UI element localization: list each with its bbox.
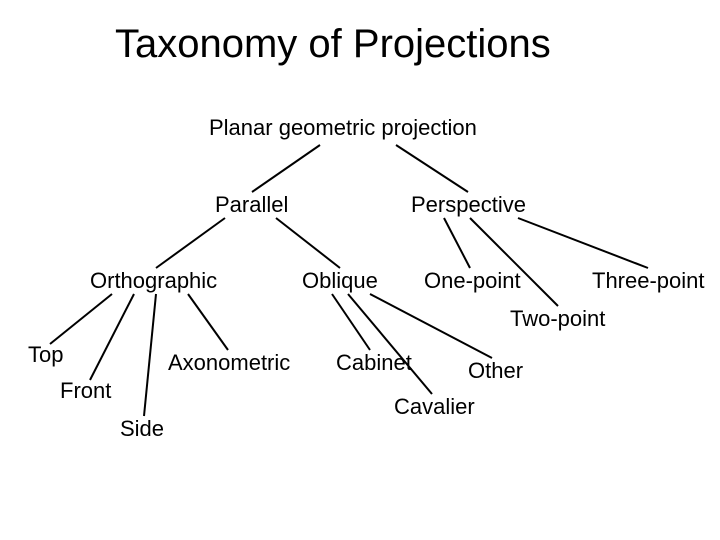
tree-edge — [370, 294, 492, 358]
tree-node-axonometric: Axonometric — [168, 350, 290, 376]
tree-edge — [90, 294, 134, 380]
tree-edge — [188, 294, 228, 350]
tree-edge — [348, 294, 432, 394]
tree-edge — [444, 218, 470, 268]
tree-edge — [276, 218, 340, 268]
tree-node-top: Top — [28, 342, 63, 368]
tree-node-planar: Planar geometric projection — [209, 115, 477, 141]
tree-node-threepoint: Three-point — [592, 268, 705, 294]
tree-node-side: Side — [120, 416, 164, 442]
page-title: Taxonomy of Projections — [115, 22, 551, 67]
tree-node-oblique: Oblique — [302, 268, 378, 294]
tree-node-front: Front — [60, 378, 111, 404]
tree-edge — [156, 218, 225, 268]
tree-node-orthographic: Orthographic — [90, 268, 217, 294]
tree-node-onepoint: One-point — [424, 268, 521, 294]
tree-edge — [144, 294, 156, 416]
tree-node-cavalier: Cavalier — [394, 394, 475, 420]
tree-edge — [332, 294, 370, 350]
tree-node-perspective: Perspective — [411, 192, 526, 218]
tree-edge — [252, 145, 320, 192]
tree-edge — [50, 294, 112, 344]
tree-node-parallel: Parallel — [215, 192, 288, 218]
tree-node-twopoint: Two-point — [510, 306, 605, 332]
tree-edge — [396, 145, 468, 192]
tree-node-other: Other — [468, 358, 523, 384]
tree-node-cabinet: Cabinet — [336, 350, 412, 376]
tree-edge — [518, 218, 648, 268]
